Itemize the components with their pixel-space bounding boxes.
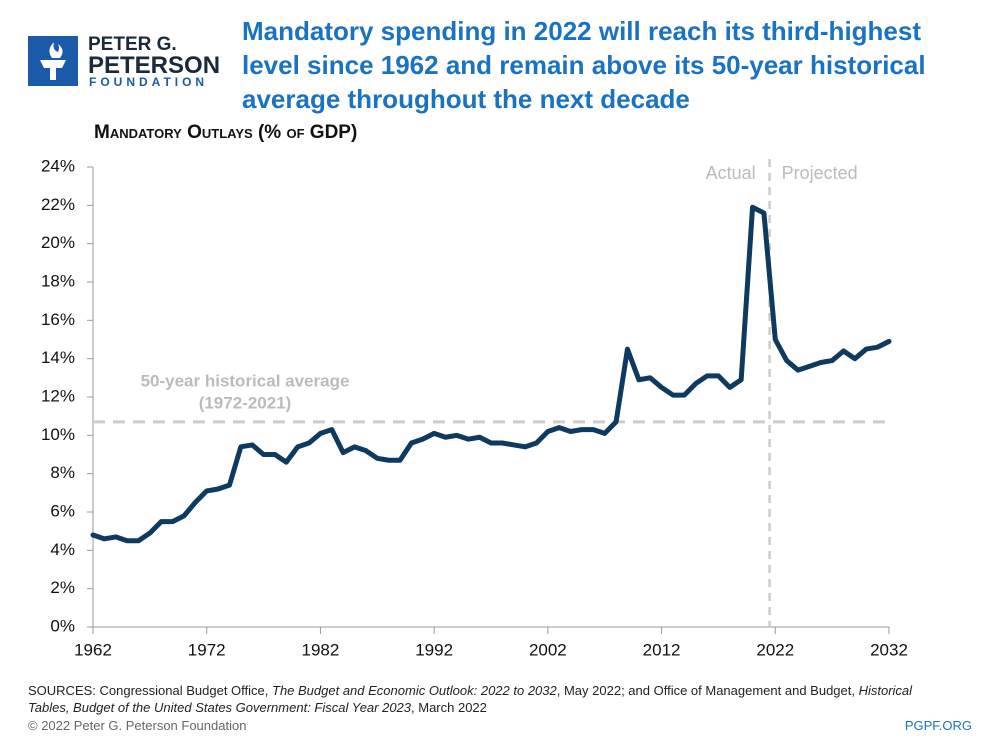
source-text: Historical Tables, Budget of the United … xyxy=(28,683,913,715)
x-tick-label: 2012 xyxy=(643,640,681,659)
y-tick-label: 18% xyxy=(41,271,75,290)
y-tick-label: 4% xyxy=(50,540,75,559)
source-text: , March 2022 xyxy=(411,700,487,715)
source-text: SOURCES: Congressional Budget Office, xyxy=(28,683,272,698)
x-tick-label: 1962 xyxy=(74,640,112,659)
chart-title: Mandatory spending in 2022 will reach it… xyxy=(242,16,926,114)
y-tick-label: 2% xyxy=(50,578,75,597)
logo-text: PETER G. xyxy=(88,34,177,55)
chart-subtitle: Mandatory Outlays (% of GDP) xyxy=(94,122,358,143)
site: PGPF.ORG xyxy=(904,718,972,733)
y-tick-label: 16% xyxy=(41,310,75,329)
copyright: © 2022 Peter G. Peterson Foundation xyxy=(28,718,247,733)
source-text: The Budget and Economic Outlook: 2022 to… xyxy=(272,683,557,698)
average-period: (1972-2021) xyxy=(199,393,292,412)
y-tick-label: 12% xyxy=(41,386,75,405)
divider-left: Actual xyxy=(706,163,756,183)
y-tick-label: 0% xyxy=(50,616,75,635)
y-tick-label: 8% xyxy=(50,463,75,482)
y-tick-label: 6% xyxy=(50,501,75,520)
x-tick-label: 1982 xyxy=(302,640,340,659)
y-tick-label: 20% xyxy=(41,233,75,252)
divider-right: Projected xyxy=(782,163,858,183)
x-tick-label: 2032 xyxy=(870,640,908,659)
logo-torch xyxy=(40,42,66,80)
y-tick-label: 14% xyxy=(41,348,75,367)
logo-text: FOUNDATION xyxy=(89,75,209,89)
sources: SOURCES: Congressional Budget Office, Th… xyxy=(28,682,948,716)
y-tick-label: 22% xyxy=(41,195,75,214)
y-tick-label: 10% xyxy=(41,425,75,444)
x-tick-label: 2002 xyxy=(529,640,567,659)
x-tick-label: 1972 xyxy=(188,640,226,659)
source-text: , May 2022; and Office of Management and… xyxy=(556,683,859,698)
series-line xyxy=(90,204,892,544)
average-label: 50-year historical average xyxy=(141,371,350,390)
x-tick-label: 2022 xyxy=(756,640,794,659)
x-tick-label: 1992 xyxy=(415,640,453,659)
logo-text: PETERSON xyxy=(88,52,221,79)
y-tick-label: 24% xyxy=(41,156,75,175)
